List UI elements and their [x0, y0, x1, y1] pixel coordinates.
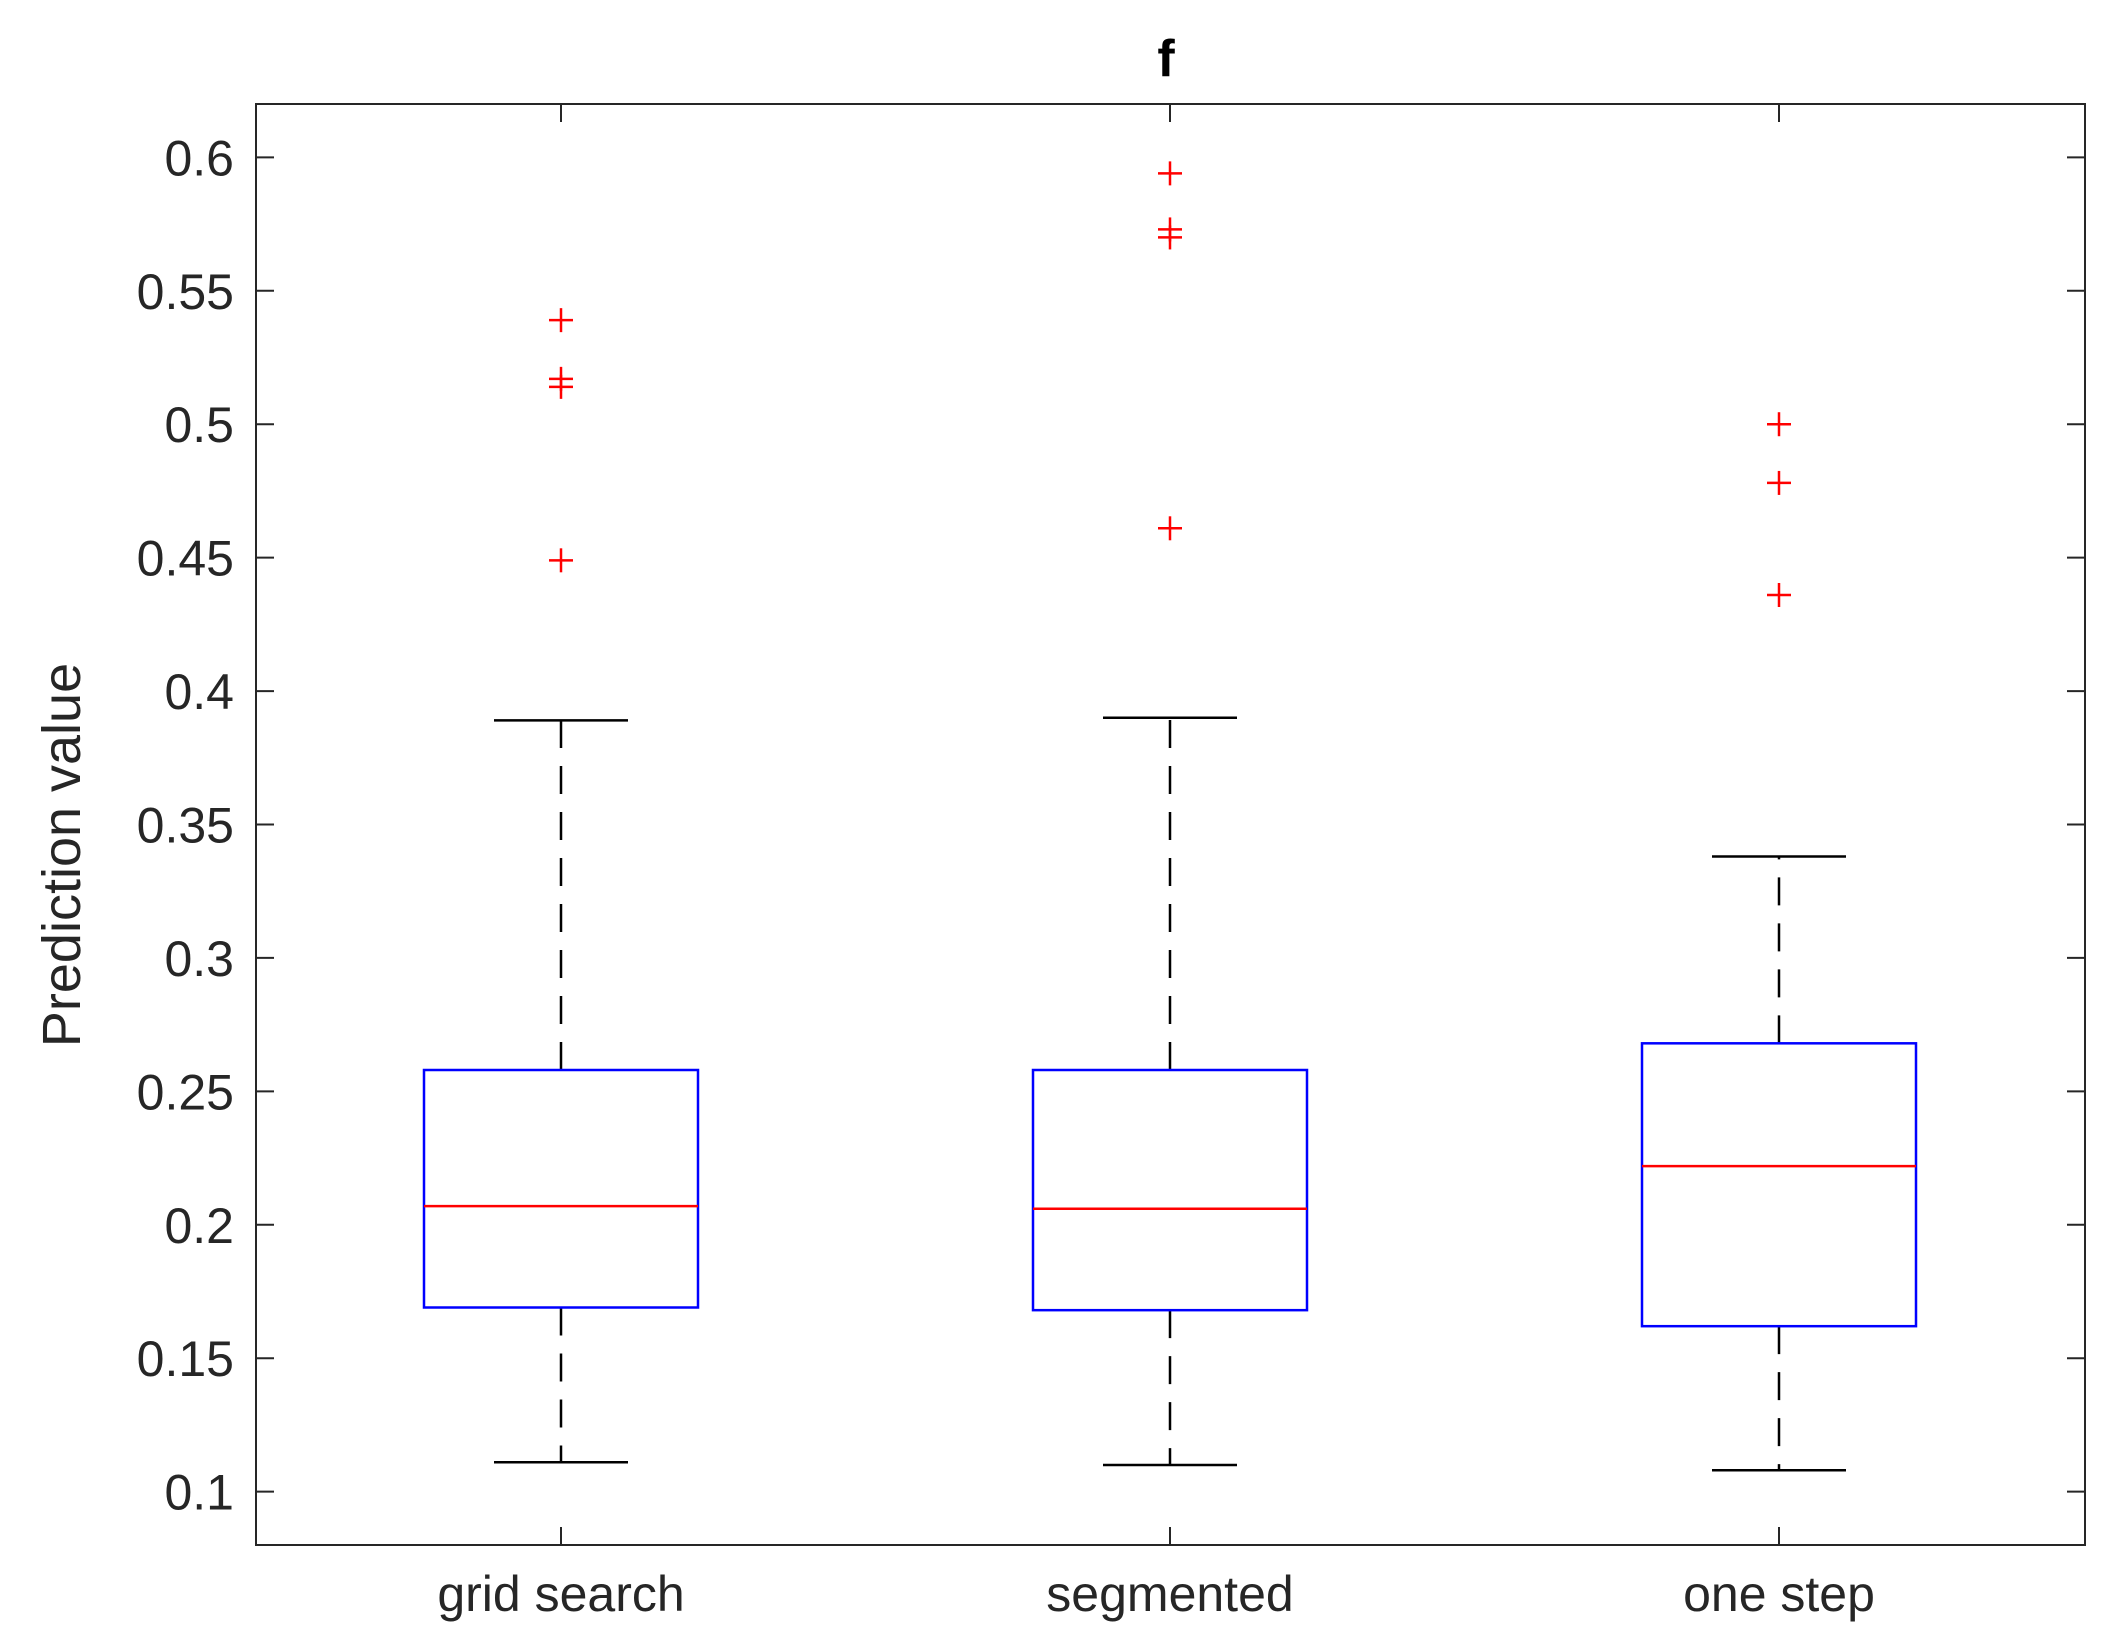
outlier-marker — [549, 548, 573, 573]
y-tick-label: 0.2 — [164, 1198, 234, 1254]
outlier-marker — [549, 308, 573, 333]
plot-area: 0.1 0.15 0.2 0.25 0.3 0.35 0.4 0.45 0.5 0.55 0.6 gr… — [137, 103, 2086, 1622]
y-tick-label: 0.15 — [137, 1331, 234, 1387]
y-tick-label: 0.45 — [137, 531, 234, 587]
outlier-marker — [1158, 161, 1182, 186]
y-tick-label: 0.6 — [164, 130, 234, 186]
y-axis-label: Prediction value — [32, 663, 92, 1047]
y-tick-label: 0.3 — [164, 931, 234, 987]
y-tick-label: 0.1 — [164, 1465, 234, 1521]
y-tick-label: 0.5 — [164, 397, 234, 453]
outlier-marker — [549, 366, 573, 391]
box-iqr — [1640, 1042, 1918, 1328]
box-iqr — [422, 1068, 700, 1309]
outlier-marker — [1767, 583, 1791, 608]
x-tick-label: grid search — [437, 1566, 684, 1622]
x-tick-label: one step — [1683, 1566, 1875, 1622]
outlier-marker — [1158, 516, 1182, 541]
chart-title: f — [1157, 30, 1175, 88]
outlier-marker — [1767, 412, 1791, 437]
box-iqr — [1031, 1068, 1309, 1312]
x-tick-label: segmented — [1046, 1566, 1293, 1622]
y-tick-label: 0.35 — [137, 798, 234, 854]
outlier-marker — [1158, 217, 1182, 242]
y-tick-label: 0.4 — [164, 664, 234, 720]
outlier-marker — [1767, 470, 1791, 495]
y-tick-label: 0.55 — [137, 264, 234, 320]
y-tick-label: 0.25 — [137, 1064, 234, 1120]
